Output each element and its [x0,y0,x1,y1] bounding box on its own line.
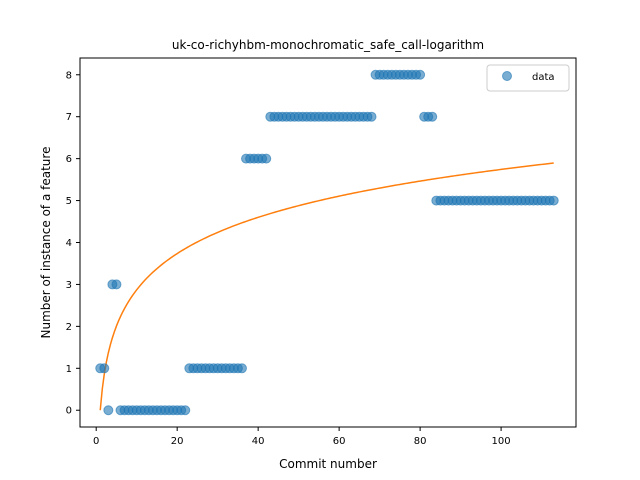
data-point [111,279,122,290]
y-tick-label: 7 [66,112,72,123]
data-point [366,111,377,122]
data-point [548,195,559,206]
y-tick-label: 8 [66,70,72,81]
fit-layer [99,162,554,411]
data-point [180,405,191,416]
y-tick-label: 5 [66,196,72,207]
x-tick-label: 40 [252,436,265,447]
data-point [415,69,426,80]
x-axis-ticks: 0 20 40 60 80 100 [93,427,511,447]
data-point [261,153,272,164]
x-tick-label: 60 [333,436,346,447]
chart-title: uk-co-richyhbm-monochromatic_safe_call-l… [172,38,484,52]
y-tick-label: 1 [66,364,72,375]
y-axis-label: Number of instance of a feature [39,147,53,339]
y-tick-label: 3 [66,280,72,291]
y-tick-label: 2 [66,322,72,333]
x-tick-label: 80 [414,436,427,447]
legend-marker-data [502,71,512,81]
y-axis-ticks: 0 1 2 3 4 5 6 7 8 [66,70,80,417]
x-tick-label: 0 [93,436,99,447]
y-tick-label: 6 [66,154,72,165]
legend-entry-data: data [532,72,555,83]
data-point [236,363,247,374]
data-points [95,69,559,416]
data-point [103,405,114,416]
x-tick-label: 20 [171,436,184,447]
legend: data [486,64,570,92]
y-tick-label: 0 [66,406,72,417]
legend-box [486,64,570,92]
x-axis-label: Commit number [279,457,377,471]
y-tick-label: 4 [66,238,72,249]
data-point [427,111,438,122]
x-tick-label: 100 [492,436,511,447]
fit-line [99,162,554,411]
data-point [99,363,110,374]
